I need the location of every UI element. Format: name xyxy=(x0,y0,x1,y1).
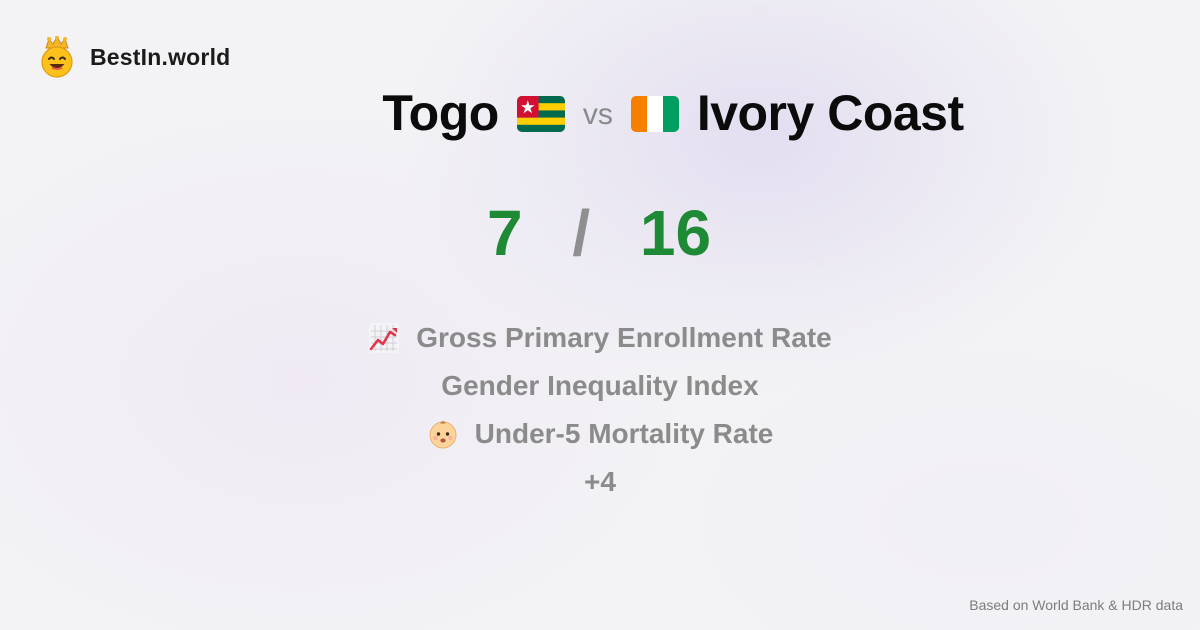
score: 7 / 16 xyxy=(0,196,1200,270)
brand[interactable]: BestIn.world xyxy=(38,36,230,78)
togo-flag-icon xyxy=(516,96,565,132)
vs-label: vs xyxy=(582,98,613,131)
metric-label-mortality: Under-5 Mortality Rate xyxy=(474,418,774,449)
left-country-name[interactable]: Togo xyxy=(382,85,499,141)
metric-label-enrollment: Gross Primary Enrollment Rate xyxy=(416,322,832,353)
metric-item-mortality[interactable]: Under-5 Mortality Rate xyxy=(427,410,774,458)
comparison-title: Togo vs Ivory Coast xyxy=(0,84,1200,142)
data-source-note: Based on World Bank & HDR data xyxy=(969,597,1183,613)
crowned-smiley-icon xyxy=(41,36,73,78)
left-score: 7 xyxy=(486,197,523,269)
score-separator: / xyxy=(572,197,591,269)
brand-name: BestIn.world xyxy=(90,43,231,70)
metrics-list: Gross Primary Enrollment Rate Gender Ine… xyxy=(0,314,1200,506)
metric-item-gender-inequality[interactable]: Gender Inequality Index xyxy=(441,362,758,410)
metric-item-enrollment[interactable]: Gross Primary Enrollment Rate xyxy=(368,314,832,362)
baby-face-icon xyxy=(429,421,457,449)
right-country-name[interactable]: Ivory Coast xyxy=(696,85,964,141)
more-metrics-count[interactable]: +4 xyxy=(584,466,616,497)
ivory-coast-flag-icon xyxy=(630,96,679,132)
chart-increasing-icon xyxy=(369,323,400,353)
metric-label-gender-inequality: Gender Inequality Index xyxy=(441,370,759,401)
right-score: 16 xyxy=(639,197,712,269)
